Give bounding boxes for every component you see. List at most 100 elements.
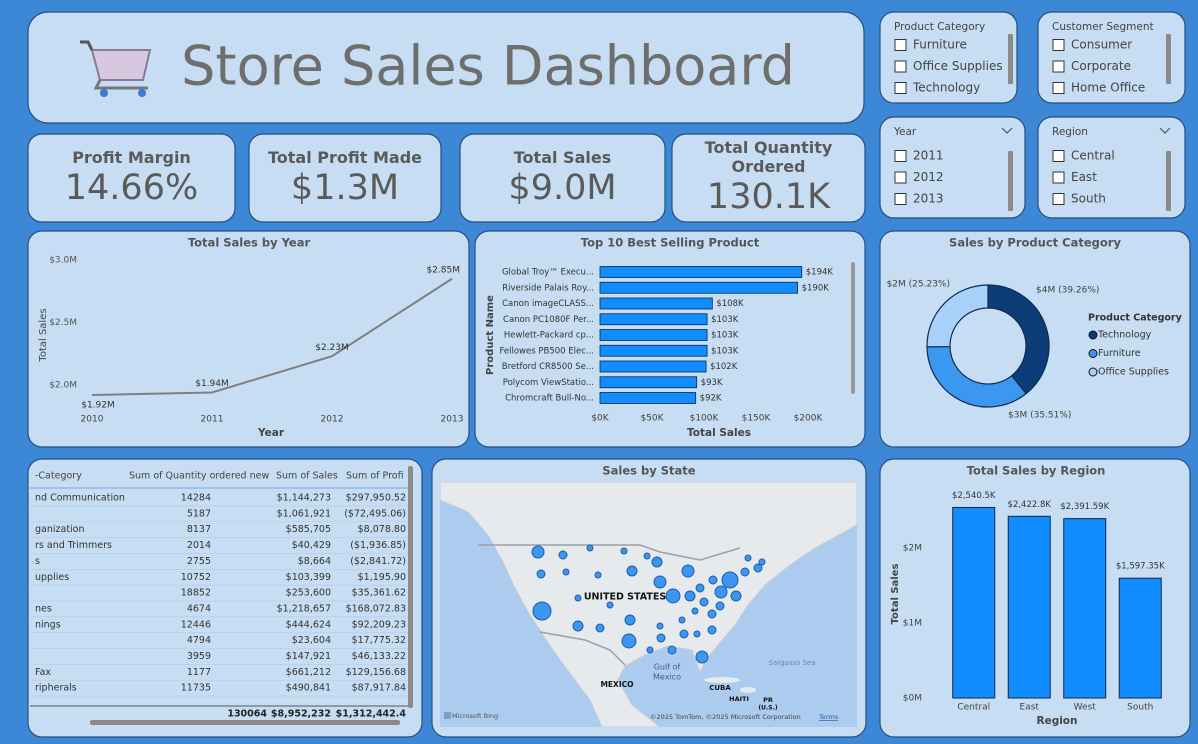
legend-label: Office Supplies [1098, 367, 1169, 378]
filter-option[interactable]: Furniture [913, 38, 967, 52]
state-bubble[interactable] [643, 552, 651, 560]
state-bubble[interactable] [693, 630, 701, 638]
checkbox[interactable] [1052, 39, 1065, 51]
column-header[interactable]: Sum of Quantity ordered new [129, 471, 269, 482]
border [539, 631, 626, 666]
x-axis-title: Year [257, 427, 285, 439]
dropdown-chevron[interactable] [1001, 127, 1013, 134]
scrollbar[interactable] [408, 466, 413, 708]
state-bubble[interactable] [562, 568, 570, 576]
x-tick-label: 2012 [321, 415, 344, 425]
state-bubble[interactable] [679, 629, 689, 639]
y-tick-label: Bretford CR8500 Se... [502, 362, 594, 372]
state-bubble[interactable] [656, 622, 664, 630]
checkbox[interactable] [1052, 171, 1065, 184]
state-bubble[interactable] [536, 569, 546, 579]
state-bubble[interactable] [656, 633, 666, 643]
table-cell: nes [35, 603, 52, 614]
chart-title: Total Sales by Region [967, 464, 1106, 478]
filter-option[interactable]: Technology [912, 81, 980, 95]
state-bubble[interactable] [665, 588, 681, 604]
panel [459, 133, 666, 223]
column-header[interactable]: Sum of Sales [276, 471, 338, 482]
filter-option[interactable]: Corporate [1071, 59, 1131, 73]
panel [1037, 11, 1186, 104]
filter-option[interactable]: 2012 [913, 170, 944, 184]
checkbox[interactable] [894, 171, 907, 184]
dropdown-chevron[interactable] [1159, 127, 1171, 134]
state-bubble[interactable] [744, 554, 752, 562]
filter-option[interactable]: South [1071, 192, 1106, 206]
state-bubble[interactable] [653, 575, 667, 589]
state-bubble[interactable] [624, 614, 636, 626]
state-bubble[interactable] [730, 590, 742, 602]
state-bubble[interactable] [574, 594, 582, 602]
table-cell: 4674 [187, 603, 211, 614]
kpi-card: Total Profit Made $1.3M [261, 134, 429, 222]
state-bubble[interactable] [531, 545, 545, 559]
state-bubble[interactable] [558, 550, 568, 560]
total-cell: $1,312,442.4 [336, 709, 407, 720]
map-title: Sales by State [602, 464, 695, 478]
bar [599, 344, 708, 357]
legend-marker [1088, 367, 1098, 377]
filter-option[interactable]: 2011 [913, 149, 944, 163]
column-header[interactable]: -Category [35, 471, 82, 482]
state-bubble[interactable] [758, 558, 766, 566]
filter-option[interactable]: Office Supplies [913, 59, 1003, 73]
checkbox[interactable] [1052, 82, 1065, 94]
panel [27, 458, 423, 738]
state-bubble[interactable] [572, 620, 584, 632]
table-cell: 4794 [187, 635, 211, 646]
map-label: Sargasso Sea [768, 659, 815, 667]
state-bubble[interactable] [621, 633, 637, 649]
column-header[interactable]: Sum of Profi [346, 471, 404, 482]
state-bubble[interactable] [678, 616, 686, 624]
map-terms[interactable]: Terms [818, 713, 839, 721]
checkbox[interactable] [894, 150, 907, 162]
state-bubble[interactable] [684, 590, 696, 602]
legend-label: Technology [1097, 330, 1152, 341]
state-bubble[interactable] [620, 547, 628, 555]
filter-option[interactable]: Home Office [1071, 81, 1145, 95]
checkbox[interactable] [894, 82, 907, 94]
bar [599, 376, 698, 389]
data-label: $2,422.8K [1008, 500, 1052, 510]
checkbox[interactable] [1052, 193, 1065, 205]
state-bubble[interactable] [695, 583, 705, 593]
state-bubble[interactable] [691, 607, 699, 615]
state-bubble[interactable] [606, 601, 614, 609]
filter-option[interactable]: Consumer [1071, 38, 1132, 52]
state-bubble[interactable] [707, 625, 717, 635]
state-bubble[interactable] [626, 565, 638, 577]
checkbox[interactable] [894, 39, 907, 51]
state-bubble[interactable] [646, 646, 654, 654]
state-bubble[interactable] [651, 556, 663, 568]
checkbox[interactable] [894, 193, 907, 205]
state-bubble[interactable] [753, 563, 763, 573]
legend-marker [1088, 330, 1098, 340]
state-bubble[interactable] [699, 597, 709, 607]
scrollbar[interactable] [90, 720, 400, 725]
state-bubble[interactable] [708, 575, 718, 585]
checkbox[interactable] [1052, 150, 1065, 162]
state-bubble[interactable] [740, 567, 750, 577]
state-bubble[interactable] [595, 623, 605, 633]
state-bubble[interactable] [695, 650, 709, 664]
state-bubble[interactable] [681, 564, 695, 578]
filter-option[interactable]: 2013 [913, 192, 944, 206]
checkbox[interactable] [1052, 60, 1065, 73]
state-bubble[interactable] [532, 601, 552, 621]
state-bubble[interactable] [586, 544, 594, 552]
state-bubble[interactable] [594, 571, 602, 579]
filter-option[interactable]: Central [1071, 149, 1115, 163]
map-label: UNITED STATES [584, 592, 667, 603]
state-bubble[interactable] [667, 645, 677, 655]
bar [952, 506, 996, 699]
state-bubble[interactable] [715, 601, 725, 611]
state-bubble[interactable] [721, 571, 739, 589]
checkbox[interactable] [894, 60, 907, 73]
filter-option[interactable]: East [1071, 170, 1097, 184]
state-bubble[interactable] [707, 609, 717, 619]
state-bubble[interactable] [714, 585, 728, 599]
